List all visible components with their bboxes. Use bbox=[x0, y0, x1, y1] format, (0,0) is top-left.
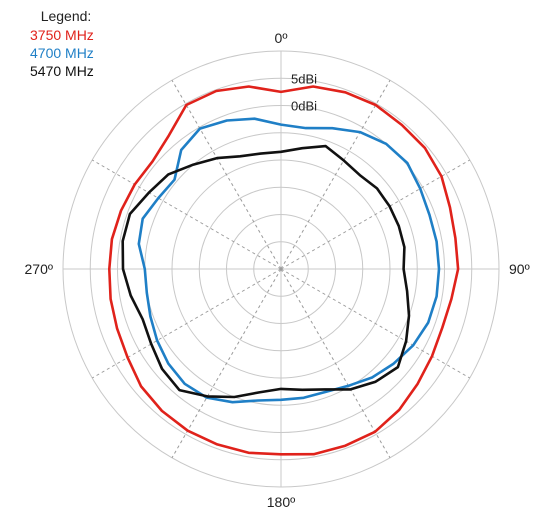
series-line-4700-mhz bbox=[137, 117, 441, 404]
legend-title: Legend: bbox=[41, 8, 92, 24]
grid-spoke bbox=[280, 159, 471, 270]
ring-label: 5dBi bbox=[291, 71, 317, 86]
grid-spoke bbox=[91, 159, 282, 270]
legend-entry: 3750 MHz bbox=[30, 27, 94, 43]
grid-spoke bbox=[171, 268, 282, 459]
grid-spoke bbox=[171, 79, 282, 270]
ring-label: 0dBi bbox=[291, 99, 317, 114]
grid-spoke bbox=[91, 268, 282, 379]
grid-layer bbox=[62, 50, 500, 488]
legend-entry: 4700 MHz bbox=[30, 45, 94, 61]
series-line-5470-mhz bbox=[121, 144, 411, 399]
grid-spoke bbox=[280, 268, 471, 379]
grid-spoke bbox=[280, 268, 391, 459]
angle-label-90: 90º bbox=[509, 261, 530, 277]
grid-spoke bbox=[280, 79, 391, 270]
series-layer bbox=[108, 85, 460, 456]
legend-entry: 5470 MHz bbox=[30, 63, 94, 79]
angle-label-180: 180º bbox=[267, 494, 295, 508]
series-line-3750-mhz bbox=[108, 85, 460, 456]
angle-label-270: 270º bbox=[25, 261, 53, 277]
legend: Legend: 3750 MHz 4700 MHz 5470 MHz bbox=[30, 8, 94, 79]
angle-label-0: 0º bbox=[275, 30, 288, 46]
